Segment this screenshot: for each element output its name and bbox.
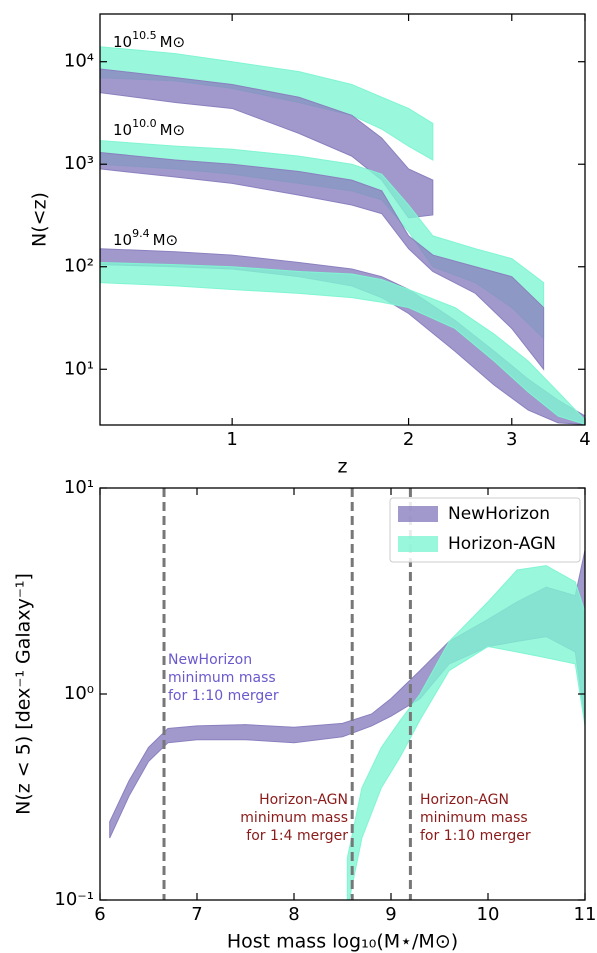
- annotation: for 1:4 merger: [246, 828, 348, 844]
- plot-frame: [99, 13, 586, 426]
- band: [100, 262, 585, 425]
- annotation: for 1:10 merger: [168, 688, 279, 704]
- x-tick-label: 7: [191, 904, 202, 925]
- band: [109, 549, 585, 839]
- mass-exp: 10.5: [132, 29, 157, 42]
- y-tick-label: 10⁻¹: [54, 889, 94, 910]
- x-tick-label: 2: [403, 429, 414, 450]
- annotation: minimum mass: [420, 810, 528, 826]
- legend-swatch: [398, 506, 438, 522]
- mass-label: 109.4 M⊙: [113, 227, 178, 249]
- x-tick-label: 10: [477, 904, 500, 925]
- y-axis-label: N(<z): [29, 192, 51, 247]
- band: [100, 152, 545, 371]
- y-tick-label: 10²: [64, 256, 94, 277]
- annotation: Horizon-AGN: [420, 792, 509, 808]
- x-tick-label: 4: [579, 429, 590, 450]
- x-tick-label: 3: [506, 429, 517, 450]
- mass-label: 1010.5 M⊙: [113, 29, 185, 51]
- y-tick-label: 10¹: [64, 477, 94, 498]
- mass-base: 10: [113, 231, 132, 249]
- mass-exp: 10.0: [132, 117, 157, 130]
- annotation: minimum mass: [240, 810, 348, 826]
- x-tick-label: 6: [94, 904, 105, 925]
- mass-base: 10: [113, 121, 132, 139]
- plot-area: [100, 46, 585, 425]
- y-tick-label: 10³: [64, 153, 94, 174]
- mass-unit: M⊙: [153, 231, 179, 249]
- x-tick-label: 8: [288, 904, 299, 925]
- y-tick-label: 10⁰: [64, 683, 94, 704]
- y-tick-label: 10¹: [64, 358, 94, 379]
- x-tick-label: 11: [574, 904, 597, 925]
- annotation: Horizon-AGN: [259, 792, 348, 808]
- x-tick-label: 9: [385, 904, 396, 925]
- y-axis-label: N(z < 5) [dex⁻¹ Galaxy⁻¹]: [13, 573, 35, 815]
- y-tick-label: 10⁴: [64, 51, 94, 72]
- legend-label: NewHorizon: [448, 504, 550, 524]
- legend: NewHorizon Horizon-AGN: [389, 497, 581, 563]
- plot-area: [109, 488, 585, 900]
- x-axis-label: Host mass log₁₀(M⋆/M⊙): [227, 931, 458, 953]
- mass-label: 1010.0 M⊙: [113, 117, 185, 139]
- annotation: minimum mass: [168, 670, 276, 686]
- x-tick-label: 1: [226, 429, 237, 450]
- mass-exp: 9.4: [132, 227, 150, 240]
- mass-base: 10: [113, 33, 132, 51]
- annotation: NewHorizon: [168, 652, 252, 668]
- band: [346, 565, 585, 900]
- annotation: for 1:10 merger: [420, 828, 531, 844]
- x-axis-label: z: [338, 456, 348, 478]
- mass-unit: M⊙: [160, 33, 186, 51]
- legend-label: Horizon-AGN: [448, 534, 556, 554]
- mass-unit: M⊙: [160, 121, 186, 139]
- legend-swatch: [398, 536, 438, 552]
